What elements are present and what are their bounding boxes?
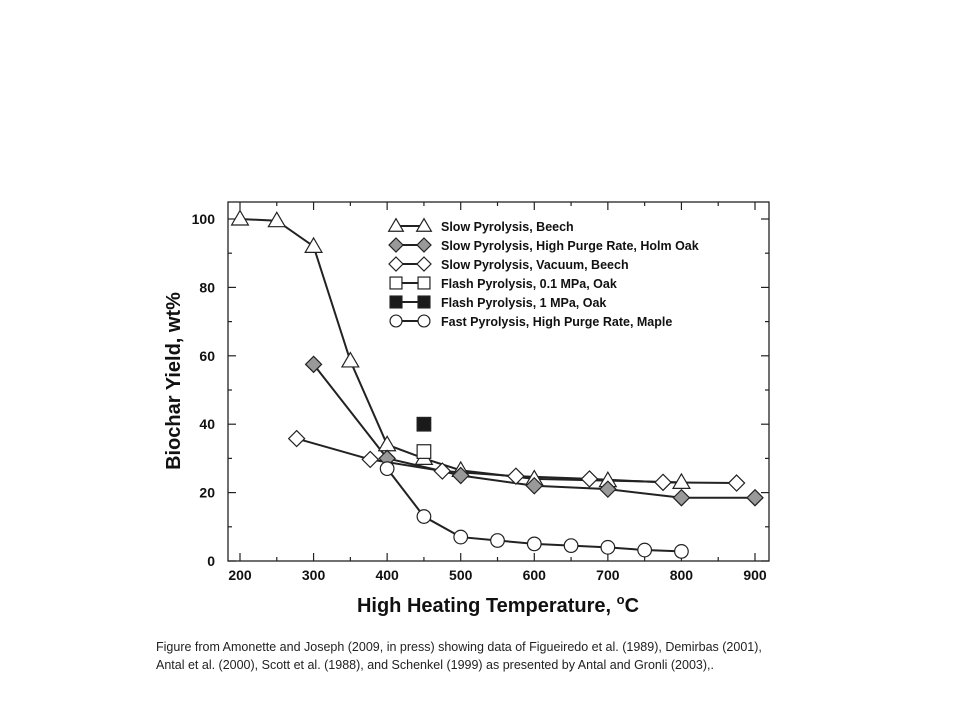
legend-marker-square [417,276,431,290]
data-point-triangle [230,209,250,226]
data-point-diamond [727,474,746,492]
data-point-circle [490,533,505,548]
axis-ticks [228,202,769,562]
data-point-diamond [451,466,470,485]
data-point-diamond [654,473,672,492]
legend-label: Flash Pyrolysis, 1 MPa, Oak [441,296,606,310]
data-point-circle [637,542,653,558]
legend-label: Slow Pyrolysis, High Purge Rate, Holm Oa… [441,239,699,253]
x-tick-label: 400 [375,567,399,583]
data-point-diamond [433,462,452,480]
legend-label: Slow Pyrolysis, Vacuum, Beech [441,258,629,272]
legend-item: Slow Pyrolysis, Vacuum, Beech [388,256,629,272]
x-tick-label: 700 [596,567,620,583]
legend: Slow Pyrolysis, Beech Slow Pyrolysis, Hig… [387,217,699,329]
legend-item: Slow Pyrolysis, High Purge Rate, Holm Oa… [388,237,699,253]
x-axis-title: High Heating Temperature, oC [357,592,639,617]
legend-marker-triangle [415,217,433,232]
data-point-square [416,444,432,459]
data-point-diamond [287,429,306,448]
data-point-circle [453,529,469,545]
data-point-diamond [672,488,691,507]
legend-label: Flash Pyrolysis, 0.1 MPa, Oak [441,277,617,291]
data-point-square [416,416,432,432]
x-tick-label: 500 [449,567,473,583]
data-point-diamond [361,450,380,469]
legend-marker-triangle [387,217,405,232]
data-point-diamond [304,355,323,374]
y-tick-label: 0 [207,553,215,569]
legend-item: Flash Pyrolysis, 0.1 MPa, Oak [389,276,617,291]
data-point-circle [674,544,689,559]
legend-marker-square [389,295,403,309]
data-point-circle [526,536,542,552]
legend-marker-diamond [416,256,432,272]
y-tick-label: 20 [199,485,215,501]
legend-item: Fast Pyrolysis, High Purge Rate, Maple [389,314,672,329]
data-point-diamond [507,467,525,486]
data-point-circle [379,461,395,477]
legend-marker-square [389,276,403,290]
y-axis-title: Biochar Yield, wt% [163,292,185,470]
legend-label: Slow Pyrolysis, Beech [441,220,574,234]
x-tick-label: 200 [228,567,252,583]
series-markers [230,209,764,559]
data-point-triangle [377,435,397,452]
legend-marker-circle [389,314,403,328]
x-tick-label: 600 [523,567,547,583]
data-point-triangle [267,211,287,228]
y-tick-label: 40 [199,416,215,432]
data-point-circle [600,539,616,555]
legend-item: Slow Pyrolysis, Beech [387,217,574,234]
x-tick-label: 900 [743,567,767,583]
x-axis-unit: oC [617,592,639,617]
data-point-triangle [304,236,324,253]
legend-marker-diamond [388,237,404,253]
legend-marker-circle [417,314,431,328]
y-tick-label: 60 [199,348,215,364]
legend-marker-diamond [416,237,432,253]
y-tick-label: 100 [192,211,216,227]
plot-frame [227,201,770,562]
caption-line-2: Antal et al. (2000), Scott et al. (1988)… [156,658,714,672]
legend-marker-diamond [388,256,404,272]
data-point-diamond [746,488,764,507]
data-point-triangle [671,472,691,489]
legend-item: Flash Pyrolysis, 1 MPa, Oak [389,295,606,310]
tick-labels: 200 300 400 500 600 700 800 900 0 20 40 60 80 100 [192,211,767,583]
data-point-diamond [580,470,599,488]
data-point-circle [416,509,432,524]
x-tick-label: 800 [670,567,694,583]
caption-line-1: Figure from Amonette and Joseph (2009, i… [156,640,762,654]
legend-marker-square [417,295,431,309]
data-point-circle [563,538,579,554]
data-point-diamond [599,480,617,499]
data-point-triangle [340,351,360,368]
legend-label: Fast Pyrolysis, High Purge Rate, Maple [441,315,672,329]
x-tick-label: 300 [302,567,326,583]
y-tick-label: 80 [199,279,215,295]
data-point-diamond [525,476,544,495]
figure-caption: Figure from Amonette and Joseph (2009, i… [156,638,856,674]
series-line-0 [239,218,682,484]
